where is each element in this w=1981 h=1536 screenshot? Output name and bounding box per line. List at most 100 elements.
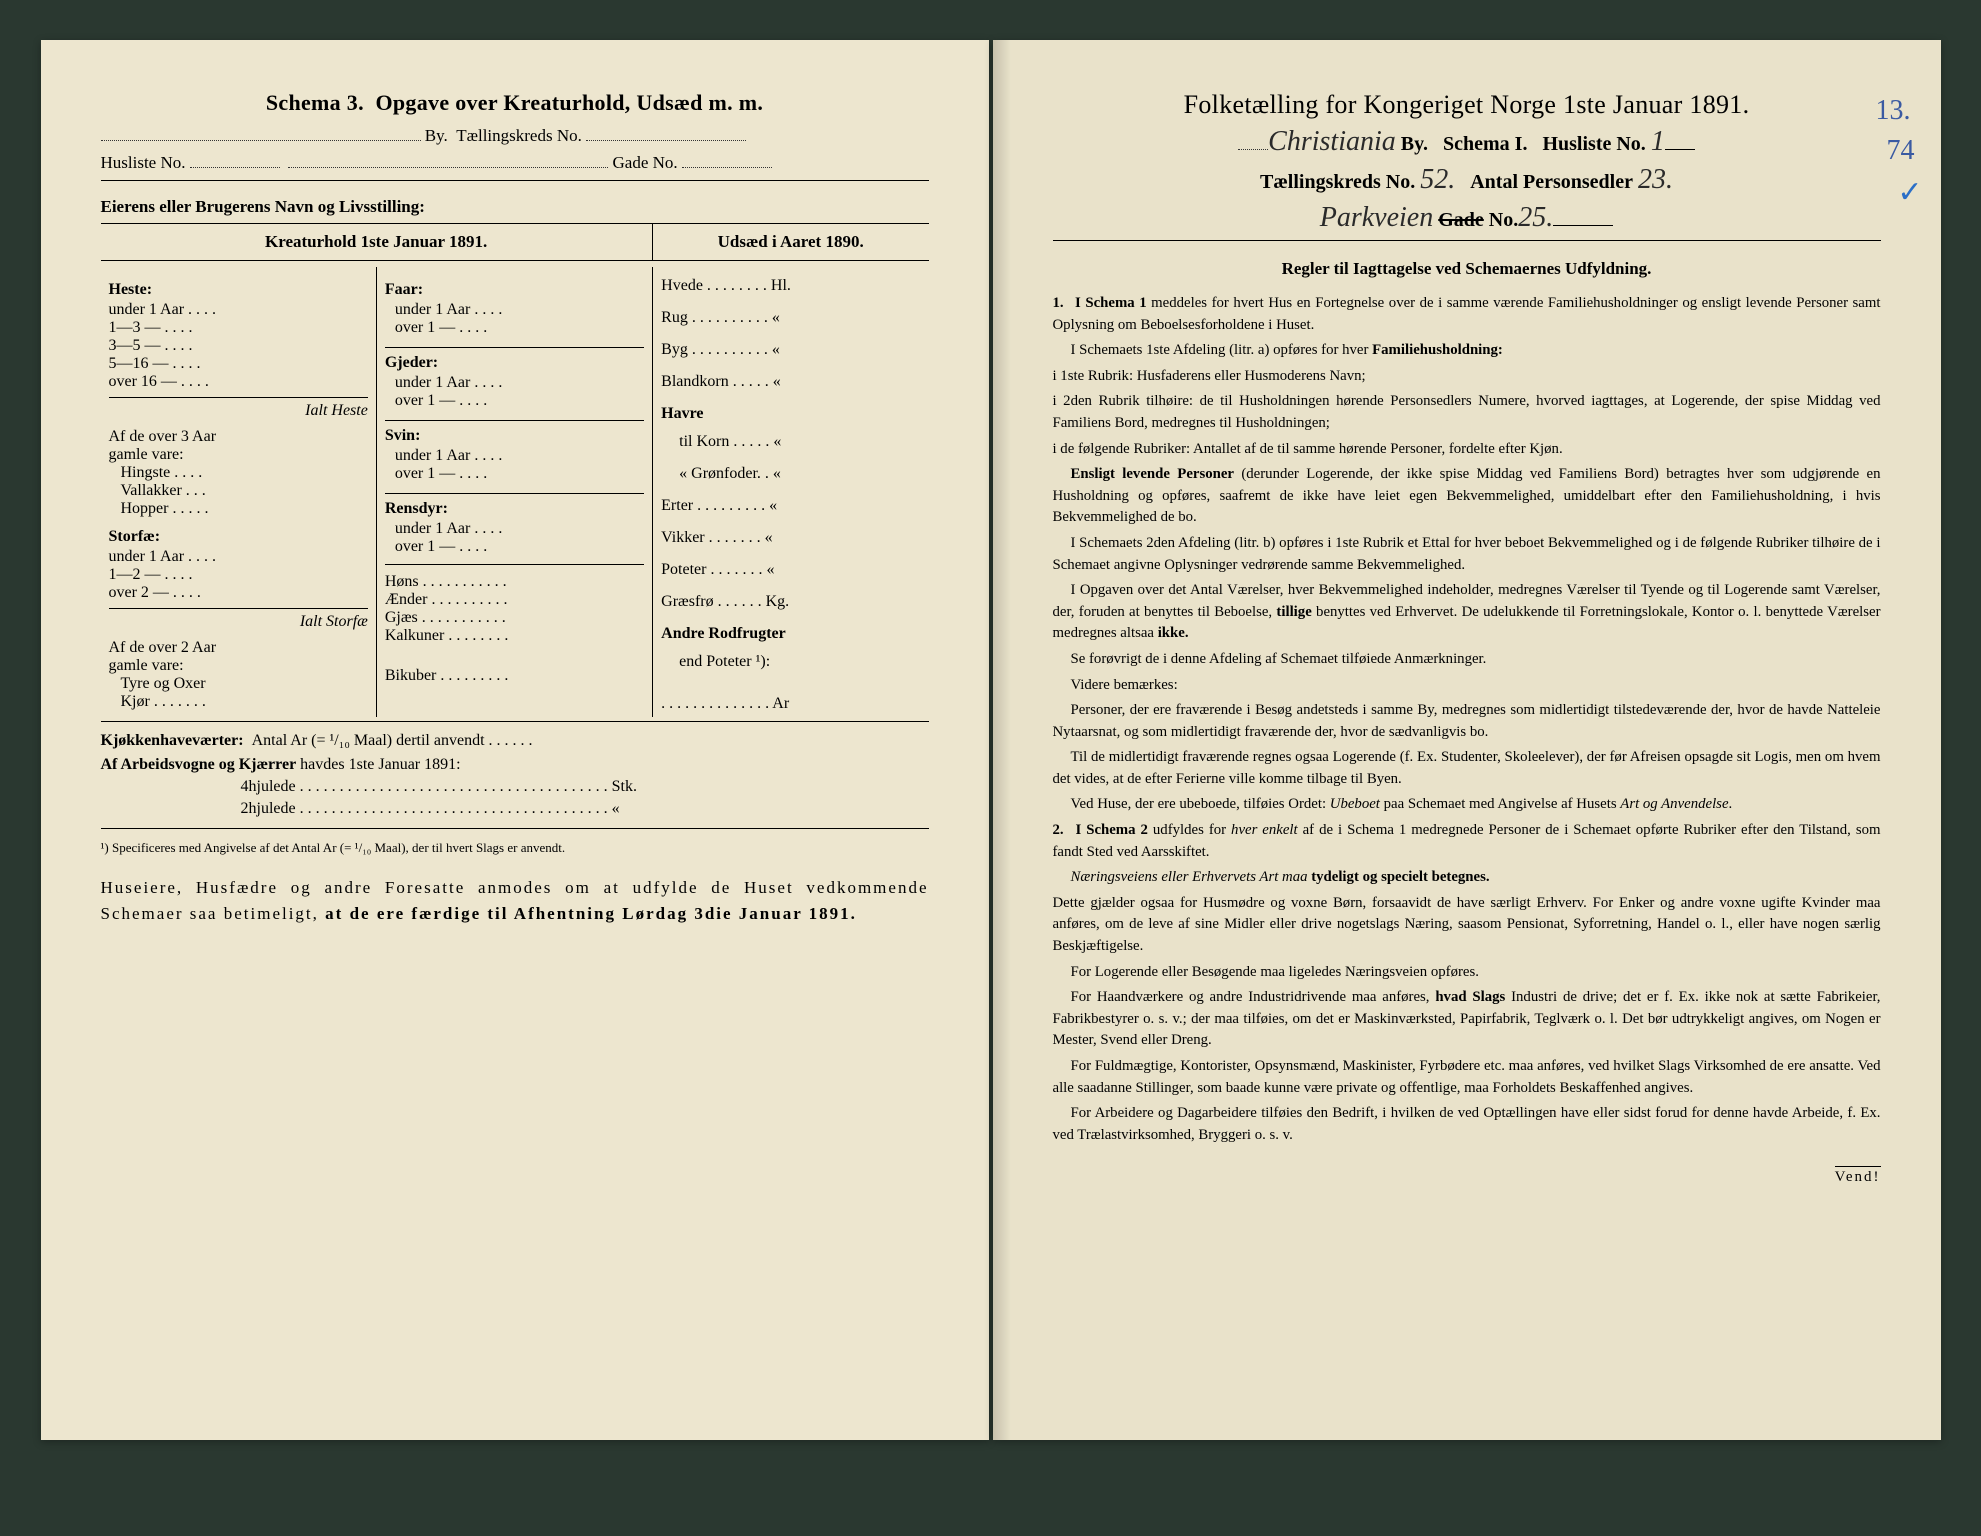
hjul2: 2hjulede . . . . . . . . . . . . . . . .… [101, 800, 929, 818]
right-page: 13. 74 ✓ Folketælling for Kongeriget Nor… [993, 40, 1941, 1440]
r1c: I Schemaets 1ste Afdeling (litr. a) opfø… [1071, 342, 1369, 358]
krow: Hopper . . . . . [109, 500, 368, 518]
krow: Vallakker . . . [109, 482, 368, 500]
krow: Hvede . . . . . . . . Hl. [661, 277, 920, 295]
krow: under 1 Aar . . . . [109, 548, 368, 566]
by-label-r: By. [1401, 133, 1428, 155]
kjor: Kjør . . . . . . . [109, 693, 368, 711]
col-udsaed: Hvede . . . . . . . . Hl. Rug . . . . . … [653, 267, 928, 717]
krow: Ænder . . . . . . . . . . [385, 591, 644, 609]
by-label: By. [425, 126, 448, 145]
gamle2: gamle vare: [109, 657, 368, 675]
husliste-val: 1 [1651, 126, 1665, 157]
r1m: Til de midlertidigt fraværende regnes og… [1053, 747, 1881, 790]
closing-para: Huseiere, Husfædre og andre Foresatte an… [101, 875, 929, 926]
r2cI: Næringsveiens eller Erhvervets Art maa [1071, 869, 1308, 885]
r2fB: hvad Slags [1435, 989, 1505, 1005]
th-right: Udsæd i Aaret 1890. [653, 224, 929, 260]
col-faar: Faar: under 1 Aar . . . . over 1 — . . .… [376, 267, 653, 717]
schema1-label: Schema I. [1443, 133, 1527, 155]
havre-head: Havre [661, 405, 920, 423]
th-left: Kreaturhold 1ste Januar 1891. [101, 224, 653, 260]
r1f: i de følgende Rubriker: Antallet af de t… [1053, 439, 1881, 461]
r2cB: tydeligt og specielt betegnes. [1311, 869, 1489, 885]
gade-no: No. [1489, 209, 1518, 231]
r2a: I Schema 2 [1075, 822, 1147, 838]
krow: Græsfrø . . . . . . Kg. [661, 593, 920, 611]
gade-handwritten: Parkveien [1320, 202, 1434, 233]
krow: Bikuber . . . . . . . . . [385, 667, 644, 685]
ar-line: . . . . . . . . . . . . . . Ar [661, 695, 920, 713]
storfae-head: Storfæ: [109, 528, 368, 546]
pencil-check: ✓ [1897, 175, 1922, 210]
over2: Af de over 2 Aar [109, 639, 368, 657]
pencil-13: 13. [1876, 95, 1911, 127]
krow: Vikker . . . . . . . « [661, 529, 920, 547]
over3: Af de over 3 Aar [109, 428, 368, 446]
krow: under 1 Aar . . . . [109, 301, 368, 319]
gade-val: 25. [1518, 202, 1553, 233]
r2g: For Fuldmægtige, Kontorister, Opsynsmænd… [1053, 1056, 1881, 1099]
krow: Hingste . . . . [109, 464, 368, 482]
rensdyr-head: Rensdyr: [385, 493, 644, 518]
r1k: Videre bemærkes: [1053, 675, 1881, 697]
krow: Erter . . . . . . . . . « [661, 497, 920, 515]
col-heste: Heste: under 1 Aar . . . . 1—3 — . . . .… [101, 267, 376, 717]
gade-label: Gade No. [613, 153, 678, 172]
hjul4: 4hjulede . . . . . . . . . . . . . . . .… [101, 778, 929, 796]
gade-label-struck: Gade [1438, 209, 1484, 231]
krow: under 1 Aar . . . . [385, 520, 644, 538]
r1j: Se forøvrigt de i denne Afdeling af Sche… [1053, 649, 1881, 671]
kjokken-line: Kjøkkenhaveværter: Antal Ar (= ¹/₁₀ Maal… [101, 732, 929, 750]
city-handwritten: Christiania [1268, 126, 1396, 157]
krow: Kalkuner . . . . . . . . [385, 627, 644, 645]
r2f: For Haandværkere og andre Industridriven… [1071, 989, 1430, 1005]
pencil-74: 74 [1887, 135, 1915, 167]
footnote: ¹) Specificeres med Angivelse af det Ant… [101, 839, 929, 857]
vend-label: Vend! [1835, 1166, 1881, 1186]
by-line: By. Tællingskreds No. [101, 126, 929, 146]
rules-heading: Regler til Iagttagelse ved Schemaernes U… [1053, 259, 1881, 279]
husliste-line: Husliste No. Gade No. [101, 153, 929, 173]
krow: under 1 Aar . . . . [385, 374, 644, 392]
andre2: end Poteter ¹): [661, 653, 920, 671]
gjeder-head: Gjeder: [385, 347, 644, 372]
krow: 5—16 — . . . . [109, 355, 368, 373]
r2d: Dette gjælder ogsaa for Husmødre og voxn… [1053, 893, 1881, 958]
krow: Gjæs . . . . . . . . . . . [385, 609, 644, 627]
schema3-title-text: Opgave over Kreaturhold, Udsæd m. m. [375, 90, 763, 115]
arbeid-line: Af Arbeidsvogne og Kjærrer havdes 1ste J… [101, 756, 929, 774]
r1h: I Schemaets 2den Afdeling (litr. b) opfø… [1053, 533, 1881, 576]
krow: over 16 — . . . . [109, 373, 368, 391]
kreatur-table: Heste: under 1 Aar . . . . 1—3 — . . . .… [101, 267, 929, 717]
krow: Byg . . . . . . . . . . « [661, 341, 920, 359]
r1a: I Schema 1 [1075, 295, 1147, 311]
krow: 3—5 — . . . . [109, 337, 368, 355]
r1iB: tillige [1276, 604, 1311, 620]
gade-line: Parkveien Gade No.25. [1053, 202, 1881, 234]
tkreds-label: Tællingskreds No. [456, 126, 582, 145]
r1e: i 2den Rubrik tilhøire: de til Husholdni… [1053, 391, 1881, 434]
city-line: Christiania By. Schema I. Husliste No. 1 [1053, 126, 1881, 158]
tyre: Tyre og Oxer [109, 675, 368, 693]
tk-label: Tællingskreds No. [1260, 171, 1415, 193]
heste-head: Heste: [109, 281, 368, 299]
krow: over 2 — . . . . [109, 584, 368, 602]
rules-body: 1. I Schema 1 meddeles for hvert Hus en … [1053, 293, 1881, 1146]
krow: til Korn . . . . . « [661, 433, 920, 451]
krow: 1—2 — . . . . [109, 566, 368, 584]
krow: under 1 Aar . . . . [385, 301, 644, 319]
r1iB2: ikke. [1158, 625, 1189, 641]
antal-label: Antal Personsedler [1470, 171, 1633, 193]
krow: « Grønfoder. . « [661, 465, 920, 483]
r1cF: Familiehusholdning: [1372, 342, 1503, 358]
r1d: i 1ste Rubrik: Husfaderens eller Husmode… [1053, 366, 1881, 388]
faar-head: Faar: [385, 281, 644, 299]
left-page: Schema 3. Opgave over Kreaturhold, Udsæd… [41, 40, 989, 1440]
krow: Blandkorn . . . . . « [661, 373, 920, 391]
krow: Høns . . . . . . . . . . . [385, 573, 644, 591]
r1l: Personer, der ere fraværende i Besøg and… [1053, 700, 1881, 743]
table-header: Kreaturhold 1ste Januar 1891. Udsæd i Aa… [101, 223, 929, 261]
krow: over 1 — . . . . [385, 392, 644, 410]
husliste-label: Husliste No. [101, 153, 186, 172]
